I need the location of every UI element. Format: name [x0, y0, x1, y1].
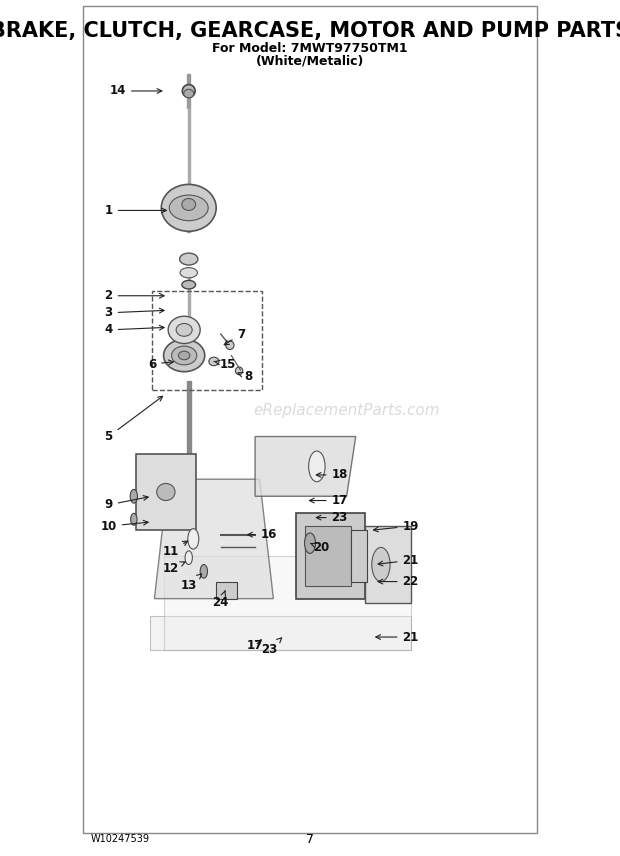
Polygon shape [150, 615, 410, 650]
Text: 22: 22 [378, 575, 418, 588]
Bar [365, 526, 410, 603]
Ellipse shape [161, 184, 216, 231]
Bar [152, 292, 262, 389]
Text: 7: 7 [224, 328, 246, 345]
Text: 7: 7 [306, 833, 314, 846]
Ellipse shape [180, 253, 198, 265]
Text: 13: 13 [180, 574, 202, 592]
Bar [188, 275, 190, 325]
Ellipse shape [180, 268, 197, 278]
Text: 5: 5 [105, 396, 162, 443]
Circle shape [304, 533, 316, 554]
Text: For Model: 7MWT97750TM1: For Model: 7MWT97750TM1 [212, 42, 408, 55]
Bar [187, 189, 190, 232]
Ellipse shape [169, 195, 208, 221]
Circle shape [131, 514, 137, 526]
Ellipse shape [182, 85, 195, 98]
Text: 17: 17 [247, 639, 264, 652]
Text: 3: 3 [105, 306, 164, 319]
Polygon shape [154, 479, 273, 598]
Ellipse shape [236, 367, 243, 375]
Circle shape [200, 564, 208, 578]
Ellipse shape [182, 281, 195, 289]
Text: 16: 16 [247, 528, 277, 541]
Circle shape [188, 529, 199, 550]
Ellipse shape [226, 341, 234, 349]
Text: 15: 15 [214, 358, 236, 371]
Ellipse shape [164, 339, 205, 372]
Text: 14: 14 [110, 85, 162, 98]
Circle shape [185, 551, 192, 564]
Text: 6: 6 [148, 358, 174, 371]
Text: 21: 21 [378, 554, 418, 567]
Circle shape [130, 490, 138, 503]
Ellipse shape [179, 351, 190, 360]
Bar [216, 581, 237, 598]
Text: 12: 12 [162, 562, 185, 575]
Text: 17: 17 [309, 494, 348, 507]
Ellipse shape [168, 316, 200, 343]
Bar [351, 531, 367, 581]
Circle shape [309, 451, 325, 482]
Polygon shape [255, 437, 356, 496]
Text: 4: 4 [105, 324, 164, 336]
Text: BRAKE, CLUTCH, GEARCASE, MOTOR AND PUMP PARTS: BRAKE, CLUTCH, GEARCASE, MOTOR AND PUMP … [0, 21, 620, 41]
Text: 9: 9 [105, 496, 148, 511]
Text: 8: 8 [238, 371, 252, 383]
Text: 19: 19 [373, 520, 419, 532]
Text: 24: 24 [213, 591, 229, 609]
Ellipse shape [176, 324, 192, 336]
Text: 11: 11 [162, 541, 188, 558]
Ellipse shape [157, 484, 175, 501]
Text: 18: 18 [316, 468, 348, 481]
Text: (White/Metalic): (White/Metalic) [256, 55, 364, 68]
Text: W10247539: W10247539 [91, 835, 149, 844]
Text: 10: 10 [100, 520, 148, 532]
Bar [187, 74, 190, 108]
Bar [306, 526, 351, 586]
Bar [296, 514, 365, 598]
Text: 23: 23 [260, 638, 281, 657]
Bar [188, 108, 190, 189]
Text: 2: 2 [105, 289, 164, 302]
Ellipse shape [184, 89, 194, 98]
Text: 21: 21 [376, 631, 418, 644]
Polygon shape [164, 556, 410, 650]
Ellipse shape [172, 346, 197, 365]
Text: 23: 23 [316, 511, 348, 524]
Ellipse shape [182, 199, 195, 211]
Ellipse shape [372, 548, 390, 581]
Bar [187, 381, 191, 462]
Text: 20: 20 [311, 541, 330, 554]
Text: eReplacementParts.com: eReplacementParts.com [254, 403, 440, 419]
Text: 1: 1 [105, 204, 166, 217]
Ellipse shape [209, 357, 219, 366]
Bar [136, 454, 195, 531]
